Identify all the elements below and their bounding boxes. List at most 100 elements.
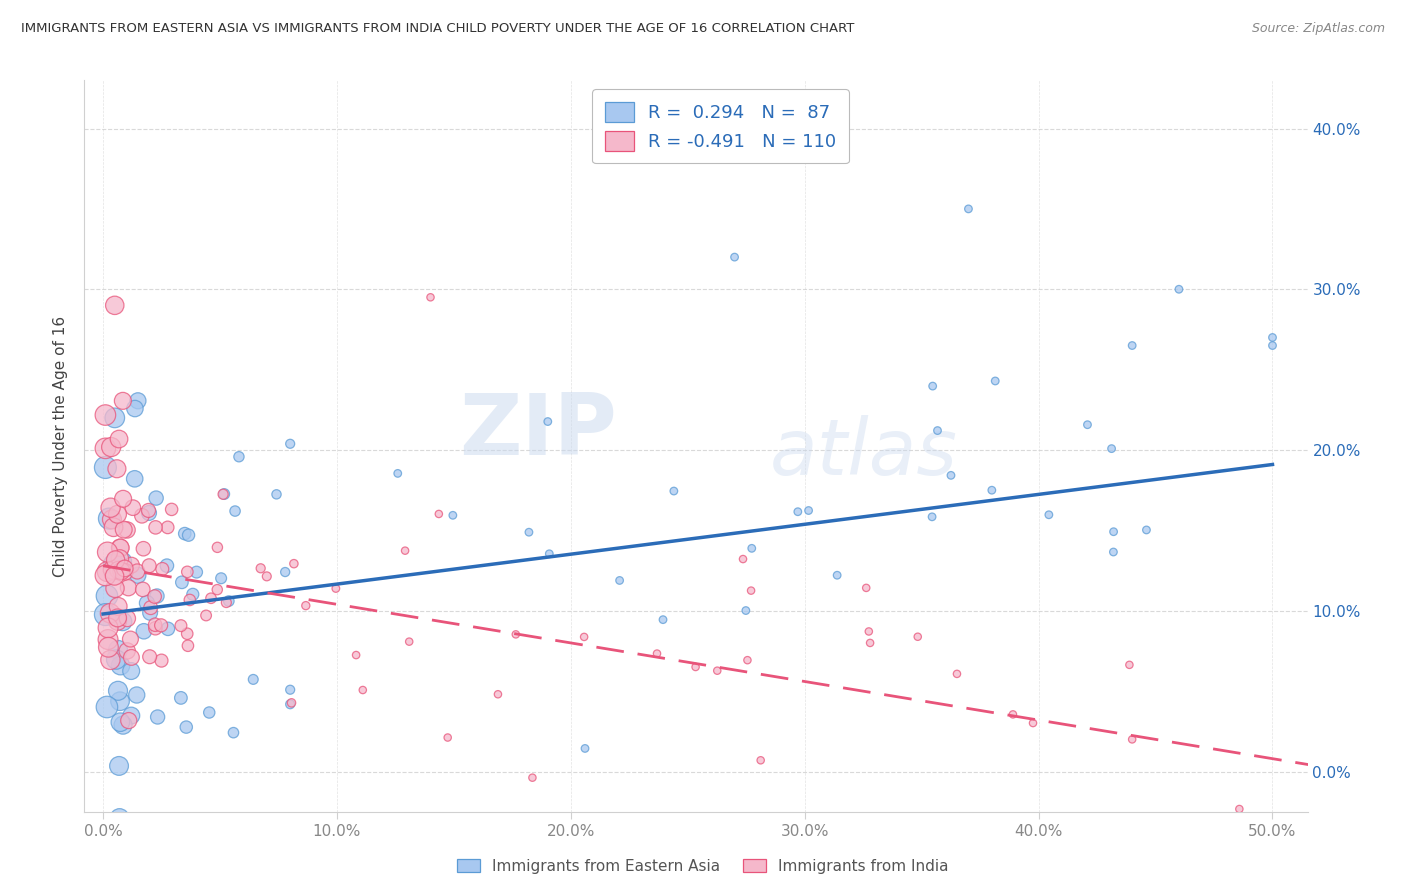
Point [218, 594, 240, 608]
Point [98, 606, 121, 620]
Point [228, 450, 250, 464]
Point [215, 596, 238, 610]
Text: Source: ZipAtlas.com: Source: ZipAtlas.com [1251, 22, 1385, 36]
Point [1038, 508, 1060, 522]
Point [797, 503, 820, 517]
Point [124, 401, 146, 416]
Point [136, 596, 159, 610]
Point [249, 561, 271, 575]
Point [108, 759, 131, 773]
Point [150, 654, 173, 668]
Point [984, 374, 1007, 388]
Point [132, 541, 155, 556]
Point [538, 547, 561, 561]
Legend: R =  0.294   N =  87, R = -0.491   N = 110: R = 0.294 N = 87, R = -0.491 N = 110 [592, 89, 849, 163]
Point [138, 503, 160, 517]
Point [256, 569, 278, 583]
Point [145, 491, 167, 505]
Point [107, 683, 129, 698]
Point [200, 591, 222, 606]
Point [436, 731, 458, 745]
Point [101, 512, 124, 526]
Point [177, 528, 200, 542]
Point [652, 613, 675, 627]
Point [398, 634, 420, 648]
Point [825, 568, 848, 582]
Point [97, 511, 120, 525]
Point [120, 664, 142, 678]
Point [176, 626, 198, 640]
Point [110, 541, 132, 555]
Point [352, 683, 374, 698]
Point [179, 593, 201, 607]
Point [156, 558, 179, 573]
Point [1121, 732, 1143, 747]
Point [145, 621, 167, 635]
Point [121, 500, 143, 515]
Point [517, 525, 540, 540]
Point [1118, 657, 1140, 672]
Point [156, 520, 179, 534]
Point [108, 694, 131, 708]
Point [160, 502, 183, 516]
Point [212, 487, 235, 501]
Point [112, 491, 135, 506]
Point [104, 582, 127, 596]
Point [96, 589, 118, 603]
Point [280, 696, 302, 710]
Point [645, 647, 668, 661]
Point [574, 741, 596, 756]
Point [266, 487, 288, 501]
Point [138, 506, 160, 520]
Point [107, 615, 129, 629]
Point [127, 393, 149, 408]
Point [325, 582, 347, 596]
Text: IMMIGRANTS FROM EASTERN ASIA VS IMMIGRANTS FROM INDIA CHILD POVERTY UNDER THE AG: IMMIGRANTS FROM EASTERN ASIA VS IMMIGRAN… [21, 22, 855, 36]
Point [198, 706, 221, 720]
Point [731, 552, 754, 566]
Point [174, 720, 197, 734]
Point [283, 557, 305, 571]
Point [146, 710, 169, 724]
Point [138, 558, 160, 573]
Point [1168, 282, 1191, 296]
Point [104, 553, 127, 567]
Point [1261, 338, 1284, 352]
Point [108, 541, 131, 555]
Point [786, 505, 808, 519]
Point [111, 393, 134, 408]
Point [278, 437, 301, 451]
Point [132, 624, 155, 639]
Point [441, 508, 464, 523]
Point [100, 653, 122, 667]
Point [112, 718, 135, 732]
Point [107, 563, 129, 577]
Point [572, 630, 595, 644]
Point [96, 545, 118, 559]
Point [110, 658, 132, 673]
Point [97, 621, 120, 635]
Point [114, 565, 136, 579]
Point [921, 509, 943, 524]
Point [107, 643, 129, 657]
Point [100, 440, 122, 454]
Point [1135, 523, 1157, 537]
Point [170, 690, 193, 705]
Point [112, 523, 135, 537]
Point [115, 644, 138, 658]
Point [96, 565, 118, 579]
Point [734, 603, 756, 617]
Point [858, 624, 880, 639]
Point [980, 483, 1002, 498]
Point [143, 590, 166, 604]
Point [177, 639, 200, 653]
Point [150, 562, 173, 576]
Point [278, 697, 301, 711]
Point [946, 666, 969, 681]
Text: ZIP: ZIP [458, 390, 616, 473]
Point [110, 564, 132, 578]
Point [120, 708, 142, 723]
Point [139, 606, 162, 620]
Point [127, 568, 149, 582]
Point [94, 460, 117, 475]
